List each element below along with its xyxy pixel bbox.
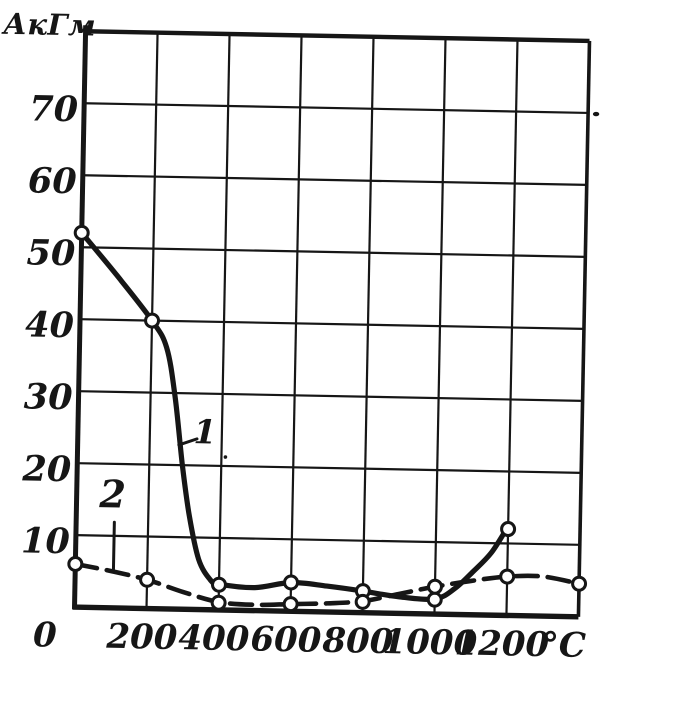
curve-1-marker-1200 xyxy=(500,521,517,538)
x-axis-line xyxy=(72,604,579,620)
curve-2-marker-800 xyxy=(354,593,371,610)
x-tick-label-1000: 1000 xyxy=(382,622,478,664)
y-axis-line xyxy=(71,25,89,610)
curve-1-label: 1 xyxy=(193,412,217,451)
y-tick-label-30: 30 xyxy=(23,376,72,418)
y-axis-title: АкГм xyxy=(1,7,96,43)
curve-1-marker-0 xyxy=(73,224,90,241)
curve-2-label: 2 xyxy=(98,471,126,517)
x-tick-label-800: 800 xyxy=(321,621,394,662)
y-tick-label-70: 70 xyxy=(29,88,78,130)
curve-1-marker-600 xyxy=(283,574,300,591)
curve-2-marker-1000 xyxy=(426,578,443,595)
y-tick-label-50: 50 xyxy=(26,232,75,274)
curve-2-marker-1400 xyxy=(571,575,588,592)
ink-speck xyxy=(592,111,600,117)
plot-border-top xyxy=(85,29,590,44)
curve-2-leader-line xyxy=(111,520,116,572)
curve-2-marker-600 xyxy=(282,596,299,613)
x-tick-label-0: 0 xyxy=(33,615,58,655)
curve-2-marker-200 xyxy=(139,571,156,588)
x-tick-label-400: 400 xyxy=(178,618,250,659)
ink-speck xyxy=(223,455,228,459)
curve-1-marker-400 xyxy=(210,576,227,593)
curve-2-marker-0 xyxy=(67,555,84,572)
curve-1-line xyxy=(79,230,511,602)
curve-2-line xyxy=(73,561,582,608)
x-tick-label-1200: 1200 xyxy=(454,623,550,665)
y-tick-label-60: 60 xyxy=(28,160,77,202)
grid-line-y-70 xyxy=(84,102,589,115)
curve-2-marker-400 xyxy=(210,594,227,611)
curve-1-marker-200 xyxy=(144,312,161,329)
y-tick-label-40: 40 xyxy=(25,304,74,346)
x-axis-unit-label: °С xyxy=(541,625,586,666)
y-tick-label-10: 10 xyxy=(21,520,70,562)
curve-2-marker-1200 xyxy=(499,568,516,585)
grid-line-y-60 xyxy=(82,174,587,187)
x-tick-label-600: 600 xyxy=(250,619,322,660)
grid-line-y-40 xyxy=(80,318,584,330)
curve-1-leader-line xyxy=(177,437,199,447)
grid-line-y-50 xyxy=(81,246,586,258)
curve-1-marker-1000 xyxy=(426,591,443,608)
grid-line-y-20 xyxy=(77,462,582,474)
grid-line-y-30 xyxy=(78,390,583,402)
x-tick-label-200: 200 xyxy=(105,617,178,658)
y-tick-label-20: 20 xyxy=(21,448,71,490)
